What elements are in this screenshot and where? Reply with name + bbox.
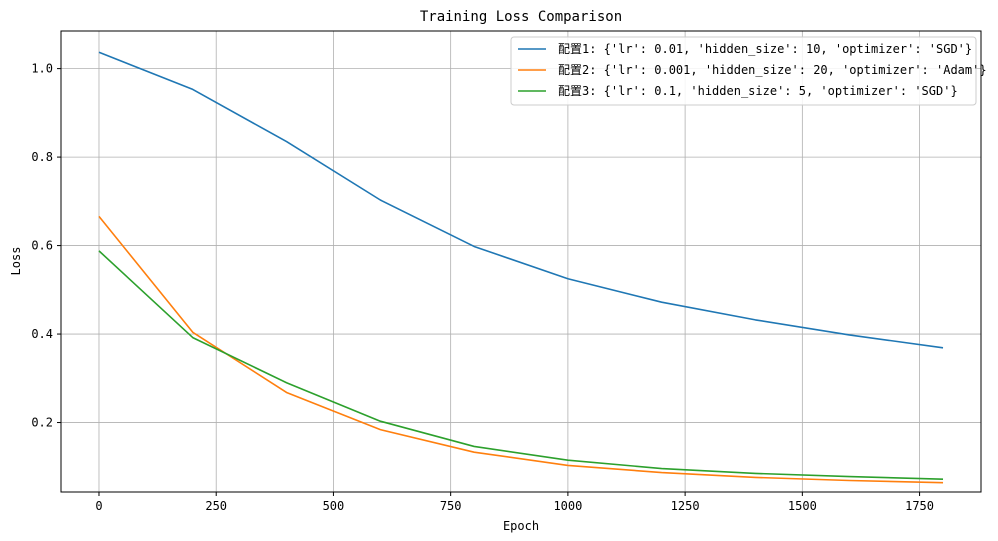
- x-tick-label: 0: [95, 499, 102, 513]
- legend-label-2: 配置2: {'lr': 0.001, 'hidden_size': 20, 'o…: [558, 63, 987, 77]
- series-line-3: [98, 250, 944, 480]
- plot-frame: [60, 30, 982, 493]
- x-axis-label: Epoch: [503, 519, 539, 533]
- series-layer: [98, 51, 944, 484]
- x-tick-label: 1250: [671, 499, 700, 513]
- x-tick-label: 1500: [788, 499, 817, 513]
- y-axis-label: Loss: [9, 247, 23, 276]
- y-tick-label: 0.2: [31, 416, 53, 430]
- legend-label-3: 配置3: {'lr': 0.1, 'hidden_size': 5, 'opti…: [558, 84, 958, 98]
- x-tick-label: 1000: [553, 499, 582, 513]
- legend: 配置1: {'lr': 0.01, 'hidden_size': 10, 'op…: [510, 36, 987, 106]
- series-line-1: [98, 51, 944, 349]
- axis-ticks: 0 250 500 750 1000 1250 1500 1750 0.2 0.4 0.6 0.8 1.…: [31, 62, 934, 513]
- x-tick-label: 500: [323, 499, 345, 513]
- y-tick-label: 0.6: [31, 239, 53, 253]
- x-tick-label: 1750: [905, 499, 934, 513]
- y-tick-label: 0.4: [31, 327, 53, 341]
- legend-label-1: 配置1: {'lr': 0.01, 'hidden_size': 10, 'op…: [558, 42, 972, 56]
- y-tick-label: 1.0: [31, 62, 53, 76]
- y-tick-label: 0.8: [31, 150, 53, 164]
- x-tick-label: 750: [440, 499, 462, 513]
- x-tick-label: 250: [205, 499, 227, 513]
- chart-title: Training Loss Comparison: [420, 9, 622, 25]
- series-line-2: [98, 215, 944, 484]
- legend-box: [510, 36, 977, 106]
